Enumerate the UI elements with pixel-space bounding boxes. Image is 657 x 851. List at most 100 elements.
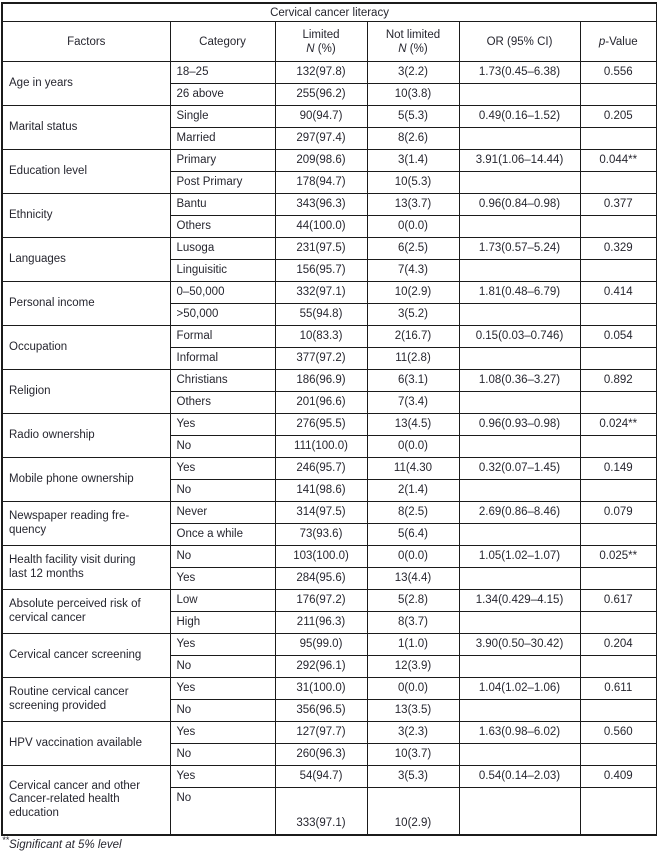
or-ci-cell: 1.34(0.429–4.15) — [458, 589, 581, 612]
p-value-cell: 0.892 — [579, 369, 657, 392]
not-limited-cell: 13(4.4) — [366, 567, 460, 590]
p-value-cell — [579, 567, 657, 590]
table-row: High 211(96.3) 8(3.7) — [2, 611, 657, 634]
category-cell: Informal — [169, 347, 276, 370]
not-limited-cell: 12(3.9) — [366, 655, 460, 678]
limited-cell: 111(100.0) — [274, 435, 368, 458]
limited-cell: 178(94.7) — [274, 171, 368, 194]
table-row: Personal income 0–50,000 332(97.1) 10(2.9) 1… — [1, 281, 657, 326]
p-value-cell — [579, 215, 657, 238]
p-value-cell — [579, 171, 657, 194]
or-ci-cell: 3.91(1.06–14.44) — [458, 149, 581, 172]
not-limited-cell: 10(2.9) — [366, 281, 460, 304]
category-cell: Never — [169, 501, 276, 524]
column-header-p-value: p-Value — [579, 21, 657, 62]
table-row: Languages Lusoga 231(97.5) 6(2.5) 1.73(0.57–… — [1, 237, 657, 282]
limited-cell: 246(95.7) — [274, 457, 368, 480]
not-limited-cell: 8(2.5) — [366, 501, 460, 524]
or-ci-cell: 1.05(1.02–1.07) — [458, 545, 581, 568]
not-limited-cell: 1(1.0) — [366, 633, 460, 656]
table-title: Cervical cancer literacy — [1, 2, 657, 22]
limited-cell: 314(97.5) — [274, 501, 368, 524]
category-cell: No — [169, 545, 276, 568]
factor-cell: Mobile phone ownership — [1, 457, 171, 502]
or-ci-cell: 0.54(0.14–2.03) — [458, 765, 581, 788]
table-row: No 333(97.1) 10(2.9) — [2, 787, 657, 836]
category-cell: Yes — [169, 633, 276, 656]
table-row: Absolute perceived risk of cervical canc… — [1, 589, 657, 634]
limited-cell: 44(100.0) — [274, 215, 368, 238]
table-row: Age in years 18–25 132(97.8) 3(2.2) 1.73(0.4… — [1, 61, 657, 106]
p-value-cell — [579, 699, 657, 722]
column-header-factors: Factors — [1, 21, 171, 62]
factor-cell: Education level — [1, 149, 171, 194]
limited-cell: 176(97.2) — [274, 589, 368, 612]
category-cell: Low — [169, 589, 276, 612]
limited-cell: 333(97.1) — [274, 787, 368, 836]
or-ci-cell: 1.04(1.02–1.06) — [458, 677, 581, 700]
category-cell: Primary — [169, 149, 276, 172]
or-ci-cell: 2.69(0.86–8.46) — [458, 501, 581, 524]
limited-cell: 284(95.6) — [274, 567, 368, 590]
category-cell: Yes — [169, 765, 276, 788]
p-value-cell: 0.025** — [579, 545, 657, 568]
or-ci-cell: 1.81(0.48–6.79) — [458, 281, 581, 304]
limited-cell: 156(95.7) — [274, 259, 368, 282]
factor-cell: Languages — [1, 237, 171, 282]
p-value-cell: 0.617 — [579, 589, 657, 612]
table-row: Religion Christians 186(96.9) 6(3.1) 1.08(0.… — [1, 369, 657, 414]
category-cell: Married — [169, 127, 276, 150]
or-ci-cell: 1.63(0.98–6.02) — [458, 721, 581, 744]
factor-cell: Marital status — [1, 105, 171, 150]
p-value-cell — [579, 303, 657, 326]
table-row: Cervical cancer screening Yes 95(99.0) 1(1.… — [1, 633, 657, 678]
cervical-cancer-literacy-table: Cervical cancer literacy Factors Category… — [1, 2, 657, 836]
p-value-cell — [579, 479, 657, 502]
limited-cell: 276(95.5) — [274, 413, 368, 436]
not-limited-cell: 0(0.0) — [366, 545, 460, 568]
category-cell: Single — [169, 105, 276, 128]
category-cell: Others — [169, 391, 276, 414]
not-limited-cell: 8(3.7) — [366, 611, 460, 634]
category-cell: No — [169, 787, 276, 836]
p-value-cell — [579, 83, 657, 106]
category-cell: 26 above — [169, 83, 276, 106]
limited-cell: 297(97.4) — [274, 127, 368, 150]
table-row: HPV vaccination available Yes 127(97.7) 3(2… — [1, 721, 657, 766]
or-ci-cell — [458, 699, 581, 722]
or-ci-cell — [458, 303, 581, 326]
not-limited-cell: 5(2.8) — [366, 589, 460, 612]
not-limited-cell: 7(4.3) — [366, 259, 460, 282]
or-ci-cell: 1.73(0.45–6.38) — [458, 61, 581, 84]
p-value-cell — [579, 523, 657, 546]
not-limited-cell: 5(5.3) — [366, 105, 460, 128]
limited-cell: 54(94.7) — [274, 765, 368, 788]
or-ci-cell — [458, 391, 581, 414]
or-ci-cell — [458, 567, 581, 590]
not-limited-cell: 3(5.2) — [366, 303, 460, 326]
or-ci-cell: 0.32(0.07–1.45) — [458, 457, 581, 480]
factor-cell: Health facility visit during last 12 mon… — [1, 545, 171, 590]
category-cell: No — [169, 655, 276, 678]
table-row: Routine cervical cancer screening provid… — [1, 677, 657, 722]
p-value-cell: 0.556 — [579, 61, 657, 84]
factor-cell: Personal income — [1, 281, 171, 326]
category-cell: Yes — [169, 413, 276, 436]
or-ci-cell — [458, 347, 581, 370]
p-value-cell — [579, 611, 657, 634]
limited-cell: 292(96.1) — [274, 655, 368, 678]
not-limited-cell: 8(2.6) — [366, 127, 460, 150]
category-cell: 0–50,000 — [169, 281, 276, 304]
factor-cell: Newspaper reading fre- quency — [1, 501, 171, 546]
factor-cell: HPV vaccination available — [1, 721, 171, 766]
table-row: Yes 284(95.6) 13(4.4) — [2, 567, 657, 590]
or-ci-cell: 0.49(0.16–1.52) — [458, 105, 581, 128]
limited-cell: 127(97.7) — [274, 721, 368, 744]
or-ci-cell: 0.96(0.93–0.98) — [458, 413, 581, 436]
factor-cell: Cervical cancer screening — [1, 633, 171, 678]
limited-cell: 73(93.6) — [274, 523, 368, 546]
or-ci-cell — [458, 83, 581, 106]
limited-cell: 260(96.3) — [274, 743, 368, 766]
p-value-cell: 0.204 — [579, 633, 657, 656]
